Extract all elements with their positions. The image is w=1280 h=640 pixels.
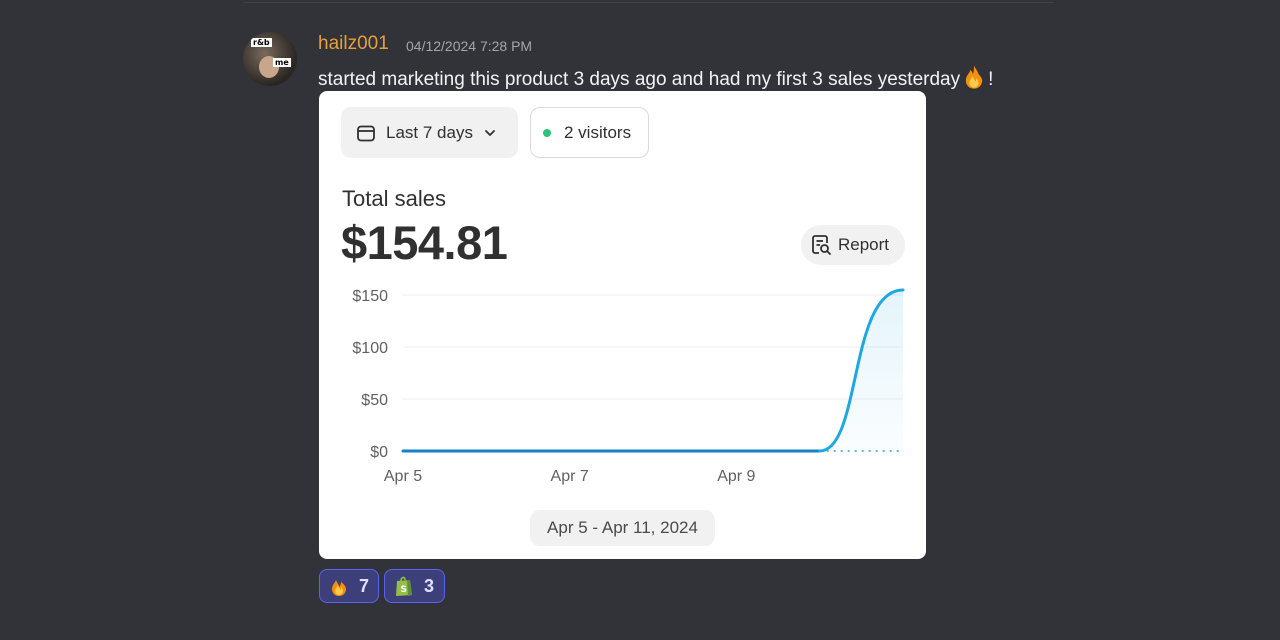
total-sales-value: $154.81 [341,216,508,269]
avatar[interactable]: r&b me [243,32,297,86]
total-sales-label: Total sales [342,186,446,211]
report-label: Report [838,235,890,254]
avatar-tag: r&b [251,38,272,47]
x-tick-label: Apr 5 [384,468,422,485]
reaction-fire[interactable]: 7 [319,569,379,603]
calendar-icon [357,125,375,141]
right-margin [1054,0,1280,640]
y-tick-label: $150 [352,288,388,305]
message-body: started marketing this product 3 days ag… [318,69,961,90]
report-search-icon [812,235,831,255]
sales-card: Last 7 days 2 visitors Total sales $154.… [319,91,926,559]
y-tick-label: $50 [361,392,388,409]
chevron-down-icon [485,129,495,136]
date-range-label: Apr 5 - Apr 11, 2024 [530,510,715,546]
x-tick-label: Apr 7 [551,468,589,485]
username[interactable]: hailz001 [318,33,389,54]
visitors-label: 2 visitors [564,122,632,142]
reaction-count: 7 [359,575,370,596]
avatar-tag: me [273,58,291,67]
fire-icon [965,65,983,89]
shopify-bag-icon: S [396,576,412,596]
message-divider [243,2,1054,3]
message-suffix: ! [988,69,994,90]
fire-icon [332,580,346,596]
date-filter-label: Last 7 days [386,122,473,142]
message-text: started marketing this product 3 days ag… [318,63,993,91]
reaction-shopify[interactable]: S 3 [384,569,445,603]
left-margin [0,0,226,640]
reaction-count: 3 [424,575,435,596]
timestamp: 04/12/2024 7:28 PM [406,38,533,54]
live-dot-icon [543,128,551,137]
y-tick-label: $100 [352,340,388,357]
visitors-button[interactable]: 2 visitors [530,107,649,158]
date-filter-button[interactable]: Last 7 days [341,107,518,158]
sales-line-chart: $0 $50 $100 $150 Apr 5 Apr 7 Apr 9 [352,288,905,485]
x-tick-label: Apr 9 [717,468,755,485]
report-button[interactable]: Report [801,225,905,265]
y-tick-label: $0 [370,444,388,461]
series-line-rise [818,288,905,453]
svg-text:S: S [401,585,407,595]
series-area [819,289,903,451]
